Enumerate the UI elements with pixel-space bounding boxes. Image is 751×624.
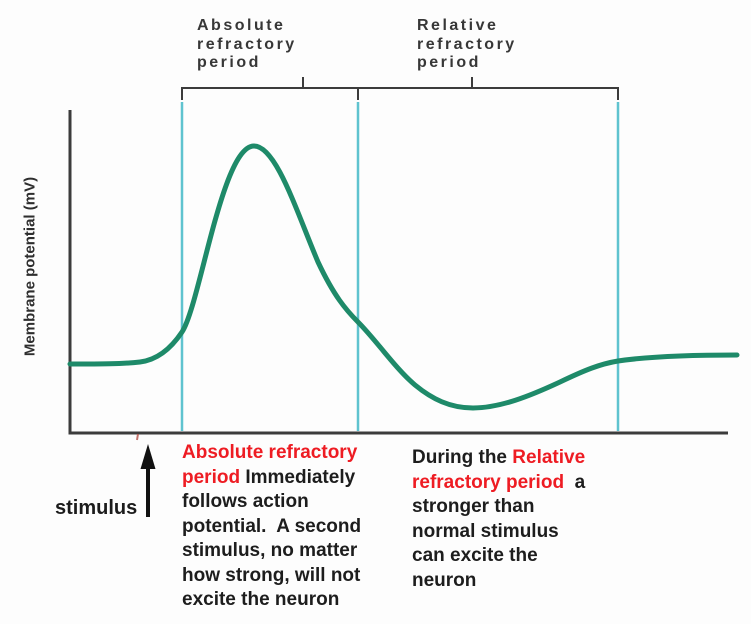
relative-period-bracket — [357, 77, 619, 100]
note-line: period Immediately — [182, 466, 356, 488]
absolute-refractory-note: Absolute refractory period Immediately fol… — [182, 441, 390, 613]
note-line: normal stimulus — [412, 520, 559, 542]
relative-refractory-note: During the Relative refractory period a st… — [412, 446, 620, 593]
note-line: excite the neuron — [182, 589, 340, 610]
action-potential-curve — [67, 143, 740, 411]
note-line: neuron — [412, 569, 477, 591]
y-axis-label: Membrane potential (mV) — [21, 176, 39, 357]
note-line: During the Relative — [412, 447, 586, 468]
stimulus-label: stimulus — [55, 497, 138, 519]
relative-refractory-period-heading: Relative refractory period — [417, 17, 517, 71]
note-line: potential. A second — [182, 515, 362, 537]
note-line: can excite the — [412, 545, 538, 566]
note-line: Absolute refractory — [182, 442, 358, 463]
absolute-refractory-period-heading: Absolute refractory period — [197, 17, 297, 71]
stimulus-tick — [136, 433, 139, 441]
note-line: stronger than — [412, 496, 535, 517]
note-line: stimulus, no matter — [182, 540, 358, 561]
note-line: how strong, will not — [182, 564, 361, 586]
note-line: follows action — [182, 491, 309, 512]
note-line: refractory period a — [412, 471, 586, 493]
stimulus-arrow-head-icon — [140, 444, 156, 469]
absolute-period-bracket — [181, 77, 359, 100]
